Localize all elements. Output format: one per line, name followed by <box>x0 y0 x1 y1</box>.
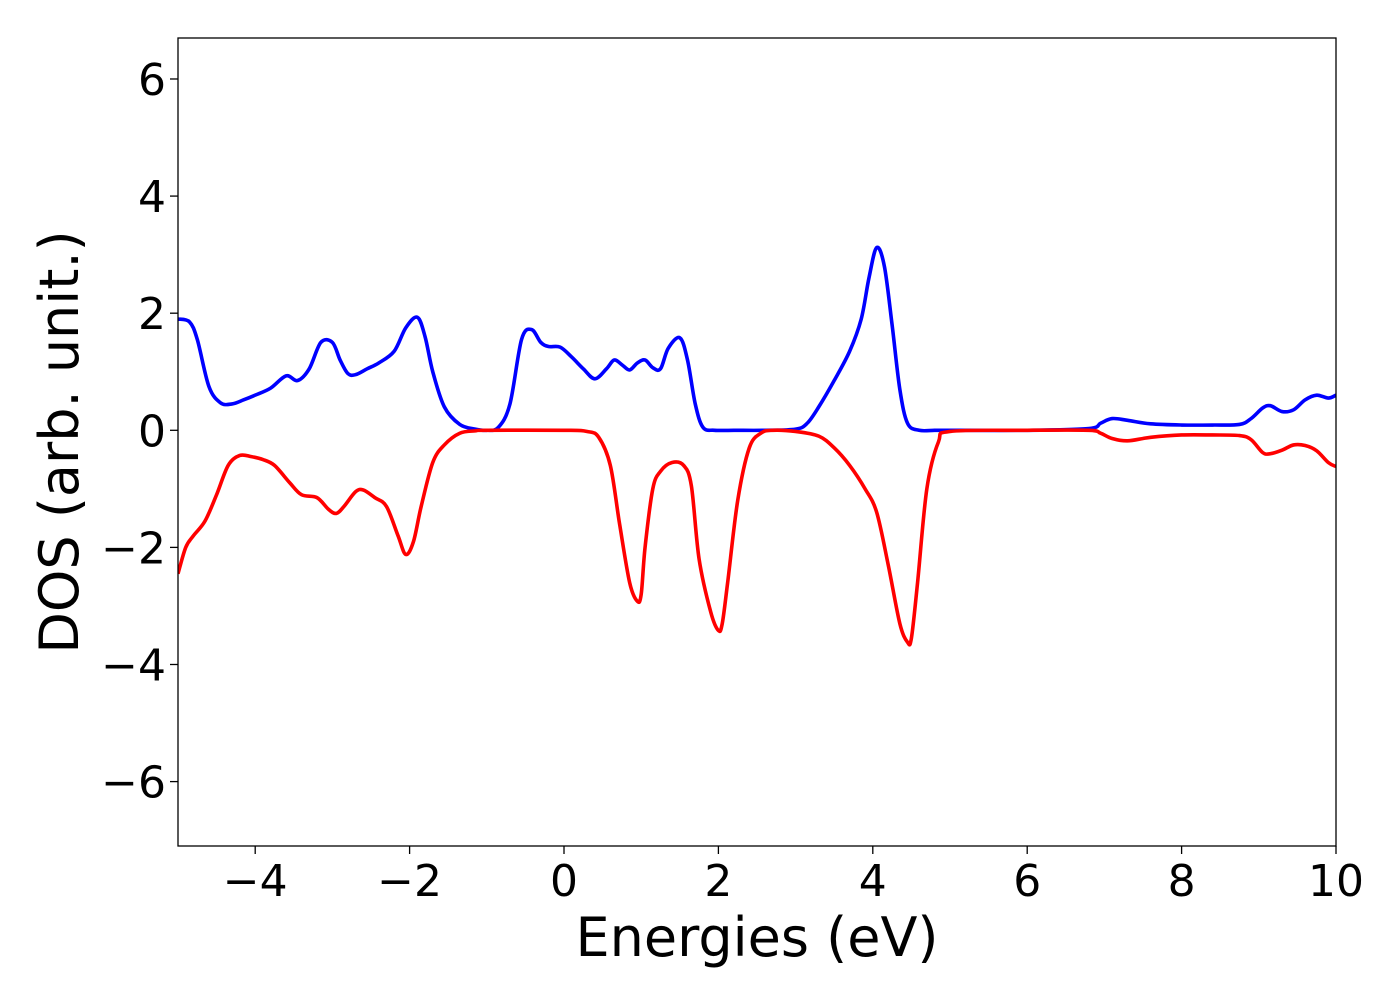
y-tick-label: −4 <box>101 640 166 691</box>
y-axis-ticks: −6 −4 −2 0 2 4 6 <box>101 55 178 809</box>
plot-frame <box>177 37 1337 847</box>
x-tick-label: −2 <box>377 856 442 907</box>
x-tick-label: 0 <box>550 856 578 907</box>
x-tick-label: 10 <box>1308 856 1364 907</box>
x-tick-label: 6 <box>1013 856 1041 907</box>
x-tick-label: 4 <box>859 856 887 907</box>
x-axis-ticks: −4 −2 0 2 4 6 8 10 <box>223 846 1364 907</box>
y-tick-label: 4 <box>138 172 166 223</box>
x-tick-label: 8 <box>1168 856 1196 907</box>
series-line-1 <box>178 245 1336 433</box>
y-tick-label: −6 <box>101 758 166 809</box>
series-line-2 <box>178 428 1336 647</box>
series-layer <box>178 245 1336 647</box>
y-tick-label: 2 <box>138 289 166 340</box>
y-tick-label: −2 <box>101 523 166 574</box>
y-tick-label: 0 <box>138 406 166 457</box>
x-tick-label: 2 <box>704 856 732 907</box>
y-axis-label: DOS (arb. unit.) <box>28 230 91 653</box>
y-tick-label: 6 <box>138 55 166 106</box>
x-tick-label: −4 <box>223 856 288 907</box>
x-axis-label: Energies (eV) <box>576 906 939 969</box>
